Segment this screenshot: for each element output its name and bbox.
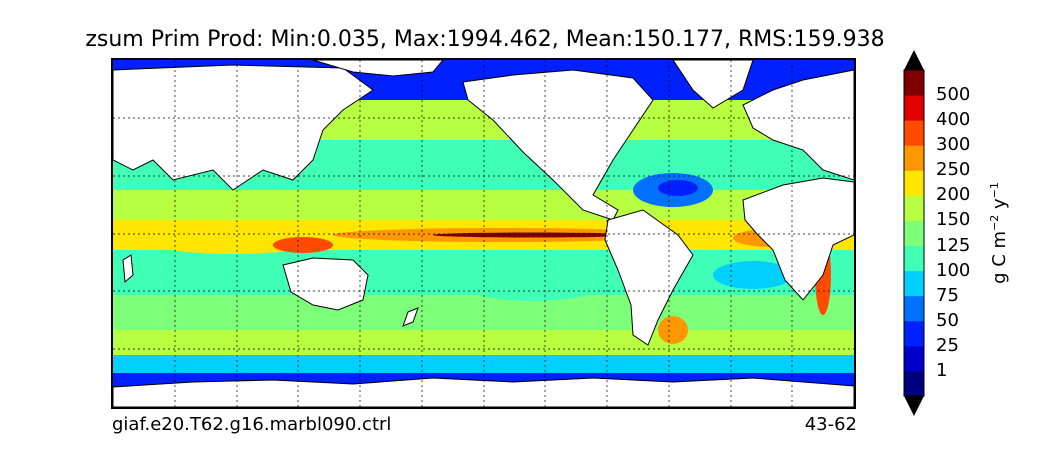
colorbar-label-base: g C m [989, 230, 1010, 284]
colorbar-outline [903, 69, 925, 397]
land-asia [113, 64, 374, 191]
land-south-america [604, 209, 694, 346]
colorbar-segment [904, 320, 924, 347]
ocean-band-south-subtropics [113, 295, 854, 330]
land-madagascar [122, 254, 134, 284]
chart-title: zsum Prim Prod: Min:0.035, Max:1994.462,… [85, 27, 885, 52]
map-svg [113, 60, 854, 407]
colorbar-segment [904, 70, 924, 96]
colorbar-tick-label: 75 [936, 284, 959, 306]
run-name: giaf.e20.T62.g16.marbl090.ctrl [112, 414, 392, 435]
colorbar-tick-label: 50 [936, 309, 959, 331]
colorbar-extend-min [904, 396, 924, 416]
graticule [113, 60, 854, 407]
colorbar-segment [904, 220, 924, 247]
colorbar-label-exp2: −1 [988, 182, 1001, 199]
north-atlantic-gyre-core [658, 180, 698, 196]
colorbar [903, 50, 925, 416]
colorbar-segment [904, 295, 924, 322]
colorbar-segment [904, 370, 924, 397]
ocean-band-north-tropics [113, 190, 854, 220]
colorbar-segment [904, 170, 924, 196]
colorbar-label-mid: y [989, 198, 1010, 215]
colorbar-tick-label: 200 [936, 184, 971, 206]
colorbar-segment [904, 145, 924, 171]
land-arctic-islands [312, 60, 444, 77]
ocean-band-southern-ocean [113, 330, 854, 355]
colorbar-segment [904, 120, 924, 146]
colorbar-extend-max [904, 50, 924, 70]
colorbar-tick-label: 25 [936, 334, 959, 356]
colorbar-segment [904, 245, 924, 272]
land-north-america [462, 69, 654, 221]
colorbar-label: g C m−2 y−1 [988, 182, 1010, 284]
patagonian-shelf [658, 316, 688, 344]
land-eurasia-west [742, 69, 854, 181]
colorbar-segment [904, 270, 924, 297]
colorbar-label-exp1: −2 [988, 214, 1001, 231]
south-pacific-gyre [463, 269, 603, 301]
land-africa [742, 177, 854, 301]
south-atlantic-gyre [713, 261, 793, 289]
colorbar-tick-label: 300 [936, 134, 971, 156]
land-new-zealand [402, 307, 419, 327]
colorbar-segment [904, 195, 924, 221]
land-greenland [672, 60, 754, 109]
equatorial-upwelling-core [433, 232, 633, 238]
ocean-band-subantarctic [113, 355, 854, 373]
indonesian-seas [273, 237, 333, 253]
colorbar-tick-label: 1 [936, 359, 948, 381]
colorbar-tick-label: 500 [936, 84, 971, 106]
year-range: 43-62 [804, 414, 857, 435]
colorbar-tick-label: 125 [936, 234, 971, 256]
colorbar-segment [904, 95, 924, 121]
colorbar-tick-label: 250 [936, 159, 971, 181]
map-panel [111, 58, 856, 409]
colorbar-segment [904, 345, 924, 372]
colorbar-tick-label: 150 [936, 209, 971, 231]
colorbar-tick-label: 100 [936, 259, 971, 281]
land-masses [113, 60, 854, 407]
colorbar-tick-label: 400 [936, 109, 971, 131]
land-antarctica [113, 377, 854, 407]
